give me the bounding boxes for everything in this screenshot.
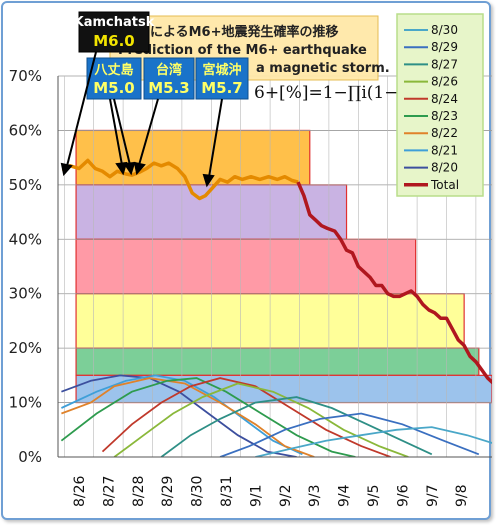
x-tick-9/1: 9/1 bbox=[248, 484, 264, 507]
series-8-30 bbox=[255, 426, 492, 457]
legend-label-8-20: 8/20 bbox=[431, 161, 458, 175]
series-8-26 bbox=[113, 382, 409, 457]
x-tick-9/2: 9/2 bbox=[278, 484, 294, 507]
legend-label-Total: Total bbox=[430, 178, 459, 192]
x-tick-9/3: 9/3 bbox=[307, 484, 323, 507]
series-8-21 bbox=[61, 374, 303, 456]
y-tick-2: 20% bbox=[9, 339, 42, 357]
y-tick-labels: 0% 10% 20% 30% 40% 50% 60% 70% bbox=[9, 67, 42, 466]
callout-taiwan-name: 台湾 bbox=[156, 62, 182, 78]
x-tick-8/30: 8/30 bbox=[190, 476, 206, 507]
x-tick-8/26: 8/26 bbox=[72, 475, 88, 507]
callout-miyagi-mag: M5.7 bbox=[201, 79, 243, 97]
arrow-head-hachijojima-2 bbox=[123, 161, 136, 176]
series-lines bbox=[60, 374, 492, 457]
legend: 8/30 8/29 8/27 8/26 8/24 8/23 8/22 8/21 8/20 Tota… bbox=[396, 13, 484, 197]
x-tick-9/6: 9/6 bbox=[395, 484, 411, 507]
legend-label-8-22: 8/22 bbox=[431, 126, 458, 140]
formula-text: 6+[%]=1−∏i(1−ki) bbox=[254, 83, 421, 103]
legend-label-8-23: 8/23 bbox=[431, 109, 458, 123]
legend-label-8-24: 8/24 bbox=[431, 92, 458, 106]
series-total-lower bbox=[296, 181, 492, 385]
axes bbox=[57, 76, 492, 458]
x-tick-8/29: 8/29 bbox=[160, 476, 176, 507]
callout-hachijojima: 八丈島 M5.0 bbox=[86, 57, 142, 100]
series-total-upper bbox=[61, 158, 299, 201]
callout-kamchatsk-name: Kamchatsk bbox=[74, 15, 155, 30]
series-8-29 bbox=[219, 412, 480, 457]
y-tick-5: 50% bbox=[9, 176, 42, 194]
x-tick-9/5: 9/5 bbox=[366, 484, 382, 507]
callout-hachijojima-name: 八丈島 bbox=[93, 62, 133, 78]
series-8-27 bbox=[160, 396, 433, 457]
legend-label-8-21: 8/21 bbox=[431, 143, 458, 157]
y-tick-7: 70% bbox=[9, 67, 42, 85]
x-tick-9/7: 9/7 bbox=[425, 484, 441, 507]
legend-label-8-27: 8/27 bbox=[431, 57, 458, 71]
arrow-head-hachijojima-1 bbox=[115, 161, 128, 176]
band-2 bbox=[75, 238, 417, 295]
callout-arrows bbox=[60, 51, 223, 188]
y-tick-0: 0% bbox=[18, 448, 42, 466]
x-tick-8/28: 8/28 bbox=[131, 476, 147, 507]
header-title: によるM6+地震発生確率の推移 bbox=[150, 24, 339, 40]
x-tick-8/31: 8/31 bbox=[219, 476, 235, 507]
legend-label-8-30: 8/30 bbox=[431, 23, 458, 37]
header-subtitle-line2: a magnetic storm. bbox=[256, 61, 390, 76]
legend-label-8-29: 8/29 bbox=[431, 40, 458, 54]
y-tick-1: 10% bbox=[9, 394, 42, 412]
arrow-head-miyagi bbox=[202, 173, 215, 188]
x-tick-9/8: 9/8 bbox=[454, 484, 470, 507]
callout-taiwan-mag: M5.3 bbox=[148, 79, 190, 97]
x-tick-9/4: 9/4 bbox=[337, 484, 353, 507]
total-line bbox=[61, 158, 492, 385]
callout-miyagi: 宮城沖 M5.7 bbox=[195, 57, 249, 100]
y-tick-6: 60% bbox=[9, 121, 42, 139]
callout-kamchatsk: Kamchatsk M6.0 bbox=[74, 11, 155, 53]
callout-miyagi-name: 宮城沖 bbox=[202, 62, 241, 78]
earthquake-callouts: Kamchatsk M6.0 八丈島 M5.0 台湾 M5.3 宮城沖 M5.7 bbox=[60, 11, 249, 188]
header-subtitle-line1: Prediction of the M6+ earthquake bbox=[118, 43, 367, 58]
y-tick-4: 40% bbox=[9, 230, 42, 248]
callout-taiwan: 台湾 M5.3 bbox=[143, 57, 195, 100]
legend-label-8-26: 8/26 bbox=[431, 75, 458, 89]
legend-box bbox=[396, 13, 484, 197]
arrow-head-taiwan bbox=[133, 161, 146, 176]
x-tick-labels: 8/26 8/27 8/28 8/29 8/30 8/31 9/1 9/2 9/3 9/4 9/5 9… bbox=[72, 475, 470, 507]
x-tick-8/27: 8/27 bbox=[101, 476, 117, 507]
y-tick-3: 30% bbox=[9, 285, 42, 303]
callout-hachijojima-mag: M5.0 bbox=[93, 79, 135, 97]
arrow-head-kamchatsk bbox=[60, 162, 73, 177]
band-4 bbox=[75, 347, 480, 376]
series-8-22 bbox=[61, 377, 315, 457]
callout-kamchatsk-mag: M6.0 bbox=[93, 32, 135, 50]
